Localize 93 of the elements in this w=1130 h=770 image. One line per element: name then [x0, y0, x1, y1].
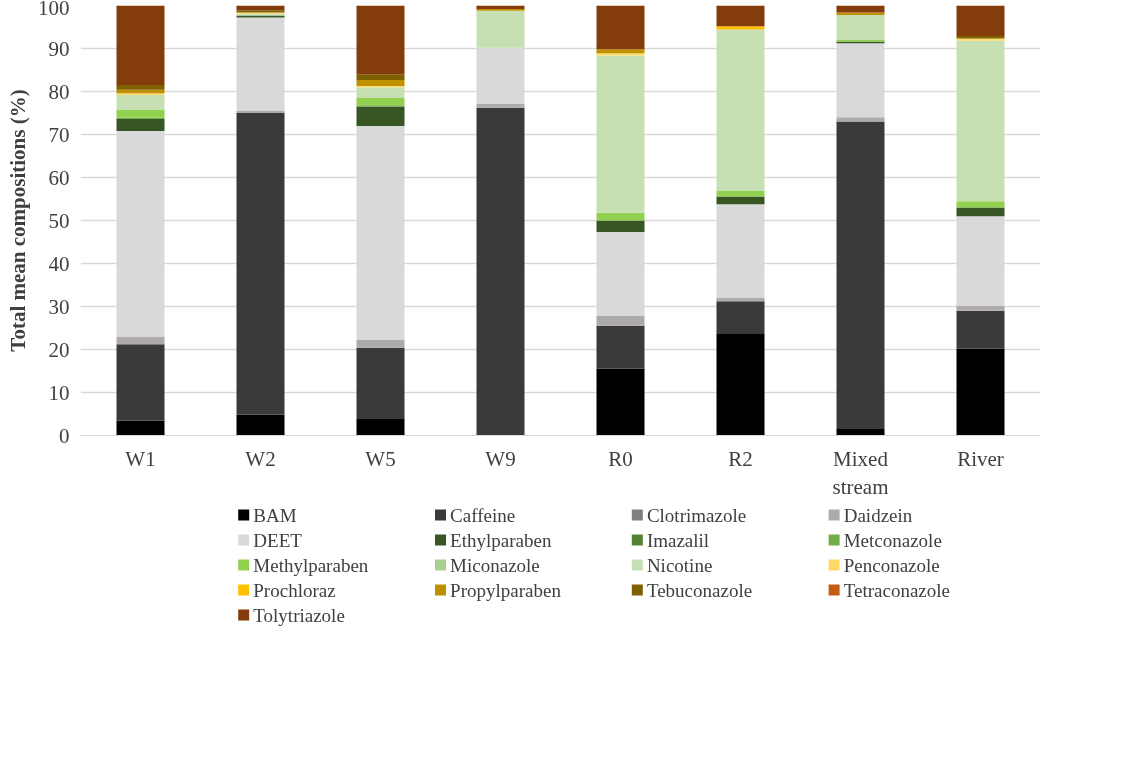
legend-label: Nicotine — [646, 554, 713, 576]
y-tick-label: 90 — [48, 36, 70, 61]
y-axis-title: Total mean compositions (%) — [6, 89, 30, 352]
y-tick-label: 60 — [48, 165, 70, 190]
x-tick-label: Mixed stream — [832, 446, 889, 500]
bar — [596, 212, 645, 221]
legend-label: Propylparaben — [450, 579, 562, 601]
bar — [356, 5, 405, 75]
bar — [356, 87, 405, 98]
legend-label: Daidzein — [843, 504, 913, 526]
legend-label: Miconazole — [450, 554, 540, 576]
bar — [956, 201, 1005, 208]
bar — [476, 10, 525, 48]
bar — [956, 310, 1005, 349]
bar — [956, 207, 1005, 217]
bar — [116, 344, 165, 421]
bar — [836, 14, 885, 40]
bar — [236, 414, 285, 436]
bar — [236, 110, 285, 113]
bar — [356, 106, 405, 126]
bar — [116, 94, 165, 110]
legend-label: Tolytriazole — [253, 604, 345, 626]
y-tick-label: 80 — [48, 79, 70, 104]
bar — [956, 216, 1005, 306]
x-tick-label: R0 — [608, 446, 633, 471]
legend-label: DEET — [253, 529, 303, 551]
y-tick-label: 40 — [48, 251, 70, 276]
bar — [116, 420, 165, 436]
legend-label: Prochloraz — [253, 579, 336, 601]
x-tick-label: W9 — [485, 446, 516, 471]
y-tick-label: 50 — [48, 208, 70, 233]
x-tick-label: W1 — [125, 446, 156, 471]
legend-label: Imazalil — [646, 529, 710, 551]
x-tick-label: W5 — [365, 446, 396, 471]
bar — [716, 301, 765, 335]
bar — [716, 5, 765, 27]
bar — [716, 29, 765, 191]
bar — [956, 5, 1005, 37]
bar — [596, 53, 645, 56]
bar — [476, 103, 525, 108]
bar — [356, 340, 405, 348]
bar — [116, 119, 165, 132]
legend-label: Clotrimazole — [646, 504, 747, 526]
bar — [596, 232, 645, 316]
bar — [596, 55, 645, 213]
bar — [956, 305, 1005, 311]
bar — [116, 85, 165, 90]
bar — [836, 429, 885, 436]
bar — [476, 107, 525, 436]
bar — [716, 204, 765, 298]
bar — [716, 190, 765, 197]
bar — [356, 79, 405, 86]
y-tick-label: 100 — [38, 0, 70, 20]
bar — [356, 125, 405, 341]
bar — [116, 109, 165, 118]
bar — [836, 117, 885, 122]
bar — [716, 334, 765, 436]
bar — [116, 5, 165, 86]
bar — [356, 97, 405, 106]
bar — [956, 348, 1005, 436]
bar — [716, 196, 765, 205]
bar — [116, 131, 165, 337]
bar — [236, 113, 285, 415]
x-tick-label: W2 — [245, 446, 276, 471]
bar — [356, 347, 405, 419]
y-tick-label: 10 — [48, 380, 70, 405]
legend-label: Caffeine — [450, 504, 516, 526]
bar — [716, 26, 765, 30]
x-tick-label: R2 — [728, 446, 753, 471]
bar — [596, 325, 645, 369]
bar — [956, 40, 1005, 202]
y-tick-label: 20 — [48, 337, 70, 362]
legend-label: BAM — [253, 504, 297, 526]
y-tick-label: 30 — [48, 294, 70, 319]
legend-label: Tebuconazole — [646, 579, 753, 601]
bar — [836, 12, 885, 15]
legend-label: Methylparaben — [253, 554, 369, 576]
bar — [356, 74, 405, 80]
bar — [596, 368, 645, 436]
legend-label: Ethylparaben — [450, 529, 552, 551]
bar — [836, 121, 885, 430]
y-tick-label: 0 — [59, 423, 70, 448]
y-tick-label: 70 — [48, 122, 70, 147]
legend-label: Tetraconazole — [843, 579, 950, 601]
bar — [596, 315, 645, 326]
bar — [596, 5, 645, 50]
legend-label: Penconazole — [843, 554, 940, 576]
x-tick-label: River — [957, 446, 1004, 471]
legend-label: Metconazole — [843, 529, 942, 551]
bar — [596, 49, 645, 54]
bar — [596, 220, 645, 233]
bar — [356, 418, 405, 436]
bar — [116, 336, 165, 345]
